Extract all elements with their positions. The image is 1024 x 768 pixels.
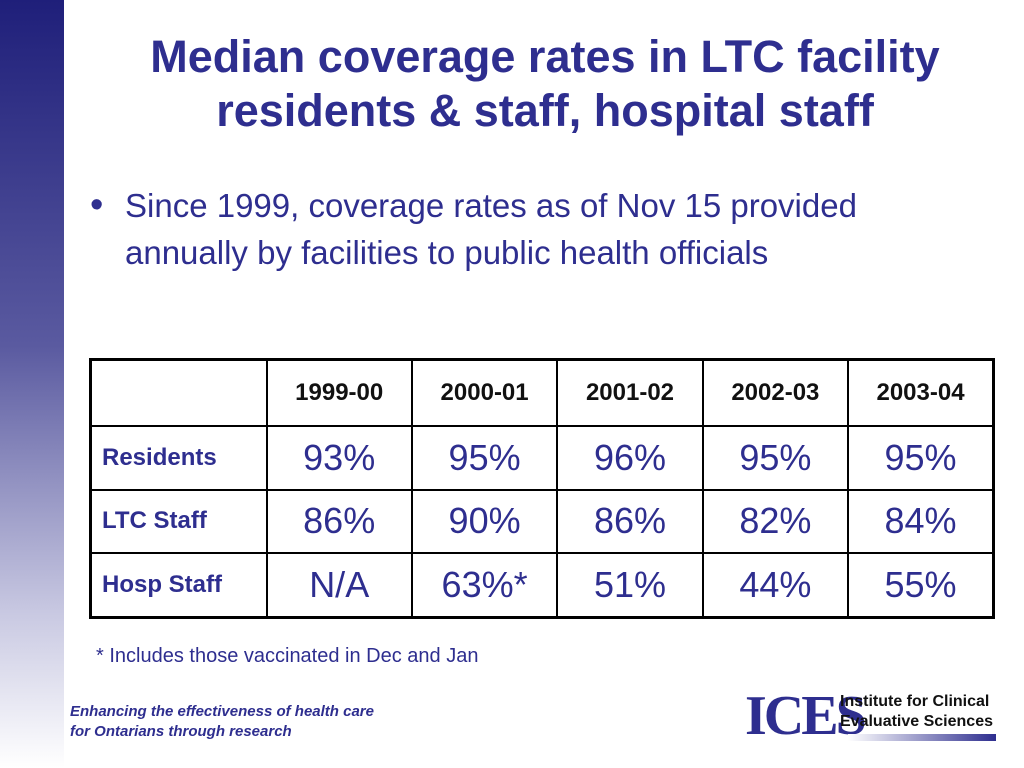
column-header: 2003-04 — [847, 358, 995, 427]
table-cell: N/A — [265, 552, 413, 619]
coverage-table: 1999-00 2000-01 2001-02 2002-03 2003-04 … — [89, 358, 995, 619]
table-header-row: 1999-00 2000-01 2001-02 2002-03 2003-04 — [89, 358, 995, 427]
row-label: LTC Staff — [89, 488, 268, 555]
table-cell: 63%* — [410, 552, 559, 619]
ices-logo-icon: ICES — [745, 685, 867, 747]
column-header: 2002-03 — [701, 358, 850, 427]
row-label: Hosp Staff — [89, 552, 268, 619]
table-corner-cell — [89, 358, 268, 427]
table-cell: 55% — [847, 552, 995, 619]
row-label: Residents — [89, 425, 268, 491]
column-header: 2000-01 — [410, 358, 559, 427]
table-row: Residents 93% 95% 96% 95% 95% — [89, 425, 995, 491]
bullet-text: Since 1999, coverage rates as of Nov 15 … — [125, 187, 857, 271]
title-line-2: residents & staff, hospital staff — [216, 85, 874, 136]
table-cell: 84% — [847, 488, 995, 555]
table-cell: 51% — [556, 552, 704, 619]
tagline-line-2: for Ontarians through research — [70, 723, 292, 740]
bullet-dot-icon: • — [90, 184, 104, 226]
bullet-point: • Since 1999, coverage rates as of Nov 1… — [90, 182, 970, 276]
table-cell: 95% — [847, 425, 995, 491]
footer-tagline: Enhancing the effectiveness of health ca… — [70, 702, 374, 742]
column-header: 1999-00 — [265, 358, 413, 427]
table-row: Hosp Staff N/A 63%* 51% 44% 55% — [89, 552, 995, 619]
table-row: LTC Staff 86% 90% 86% 82% 84% — [89, 488, 995, 555]
table-cell: 95% — [410, 425, 559, 491]
slide-title: Median coverage rates in LTC facility re… — [70, 30, 1020, 138]
table-cell: 44% — [701, 552, 850, 619]
tagline-line-1: Enhancing the effectiveness of health ca… — [70, 703, 374, 720]
logo-line-1: Institute for Clinical — [840, 693, 990, 710]
table-cell: 86% — [556, 488, 704, 555]
side-gradient-bar — [0, 0, 64, 768]
logo-line-2: Evaluative Sciences — [840, 713, 993, 730]
table-cell: 93% — [265, 425, 413, 491]
column-header: 2001-02 — [556, 358, 704, 427]
table-cell: 86% — [265, 488, 413, 555]
title-line-1: Median coverage rates in LTC facility — [150, 31, 940, 82]
logo-underline — [848, 734, 996, 741]
table-cell: 95% — [701, 425, 850, 491]
table-cell: 90% — [410, 488, 559, 555]
footnote: * Includes those vaccinated in Dec and J… — [96, 645, 479, 667]
table-cell: 82% — [701, 488, 850, 555]
logo-org-name: Institute for Clinical Evaluative Scienc… — [840, 692, 993, 732]
table-cell: 96% — [556, 425, 704, 491]
